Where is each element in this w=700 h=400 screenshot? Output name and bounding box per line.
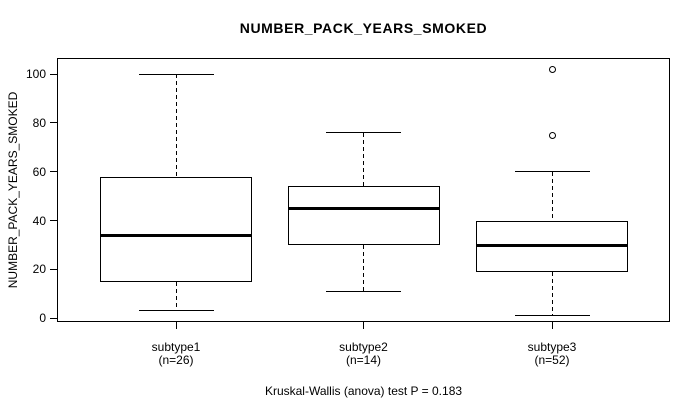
y-axis-tick-label: 0 bbox=[39, 311, 46, 326]
stats-caption: Kruskal-Wallis (anova) test P = 0.183 bbox=[264, 384, 463, 398]
x-axis-category-label: subtype2 (n=14) bbox=[289, 341, 439, 367]
y-axis-tick bbox=[50, 73, 57, 75]
whisker-cap-lower bbox=[326, 290, 401, 292]
y-axis-tick bbox=[50, 171, 57, 173]
y-axis-tick-label: 100 bbox=[25, 67, 46, 82]
whisker-cap-upper bbox=[514, 171, 590, 173]
x-axis-tick bbox=[175, 322, 177, 329]
y-axis-tick bbox=[50, 122, 57, 124]
y-axis-tick-label: 40 bbox=[32, 213, 46, 228]
category-name: subtype3 bbox=[527, 340, 577, 354]
category-n-count: (n=52) bbox=[534, 353, 570, 367]
box-iqr bbox=[100, 176, 252, 282]
outlier-point bbox=[548, 131, 556, 139]
whisker-lower bbox=[363, 245, 364, 292]
box-median bbox=[288, 206, 439, 210]
y-axis-tick-label: 20 bbox=[32, 262, 46, 277]
chart-title: NUMBER_PACK_YEARS_SMOKED bbox=[239, 20, 488, 36]
y-axis-tick bbox=[50, 268, 57, 270]
x-axis-tick bbox=[363, 322, 364, 329]
whisker-upper bbox=[363, 132, 364, 187]
y-axis-tick bbox=[50, 317, 57, 319]
whisker-lower bbox=[551, 271, 553, 316]
whisker-cap-upper bbox=[326, 132, 401, 134]
y-axis-tick bbox=[50, 220, 57, 222]
category-name: subtype1 bbox=[151, 340, 201, 354]
outlier-point bbox=[548, 65, 556, 73]
whisker-cap-lower bbox=[138, 310, 214, 312]
category-n-count: (n=14) bbox=[345, 353, 382, 367]
x-axis-category-label: subtype1 (n=26) bbox=[101, 341, 251, 367]
whisker-cap-upper bbox=[138, 73, 214, 75]
y-axis-tick-label: 60 bbox=[32, 164, 46, 179]
box-median bbox=[477, 243, 627, 247]
whisker-upper bbox=[551, 171, 553, 221]
box-median bbox=[101, 233, 251, 237]
x-axis-tick bbox=[551, 322, 553, 329]
category-n-count: (n=26) bbox=[158, 353, 194, 367]
box-iqr bbox=[287, 186, 440, 245]
whisker-lower bbox=[175, 281, 177, 311]
whisker-cap-lower bbox=[514, 315, 590, 317]
category-name: subtype2 bbox=[339, 340, 388, 354]
x-axis-category-label: subtype3 (n=52) bbox=[477, 341, 627, 367]
y-axis-tick-label: 80 bbox=[32, 115, 46, 130]
whisker-upper bbox=[175, 74, 177, 177]
